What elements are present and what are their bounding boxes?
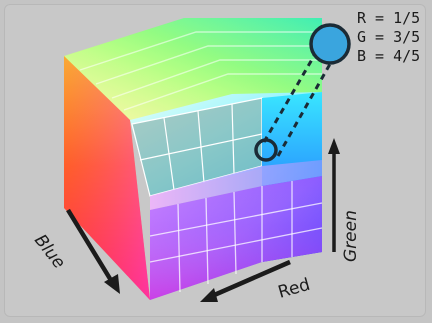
selected-color-swatch [309, 23, 351, 65]
cube-stair-edges [79, 31, 322, 111]
selected-voxel-marker [254, 138, 278, 162]
axis-label-green: Green [341, 210, 361, 262]
projection-lines [262, 55, 332, 157]
axis-label-blue: Blue [30, 231, 69, 273]
blue-axis-arrow [66, 208, 114, 284]
axis-label-red: Red [276, 275, 313, 303]
inner-grid [131, 97, 263, 197]
axis-arrows [66, 138, 340, 302]
rgb-values: R = 1/5 G = 3/5 B = 4/5 [357, 9, 420, 65]
value-r: R = 1/5 [357, 9, 420, 27]
cube-shelf [150, 160, 322, 210]
red-axis-arrow [211, 259, 291, 299]
value-b: B = 4/5 [357, 47, 420, 65]
value-g: G = 3/5 [357, 28, 420, 46]
front-grid [149, 181, 323, 293]
